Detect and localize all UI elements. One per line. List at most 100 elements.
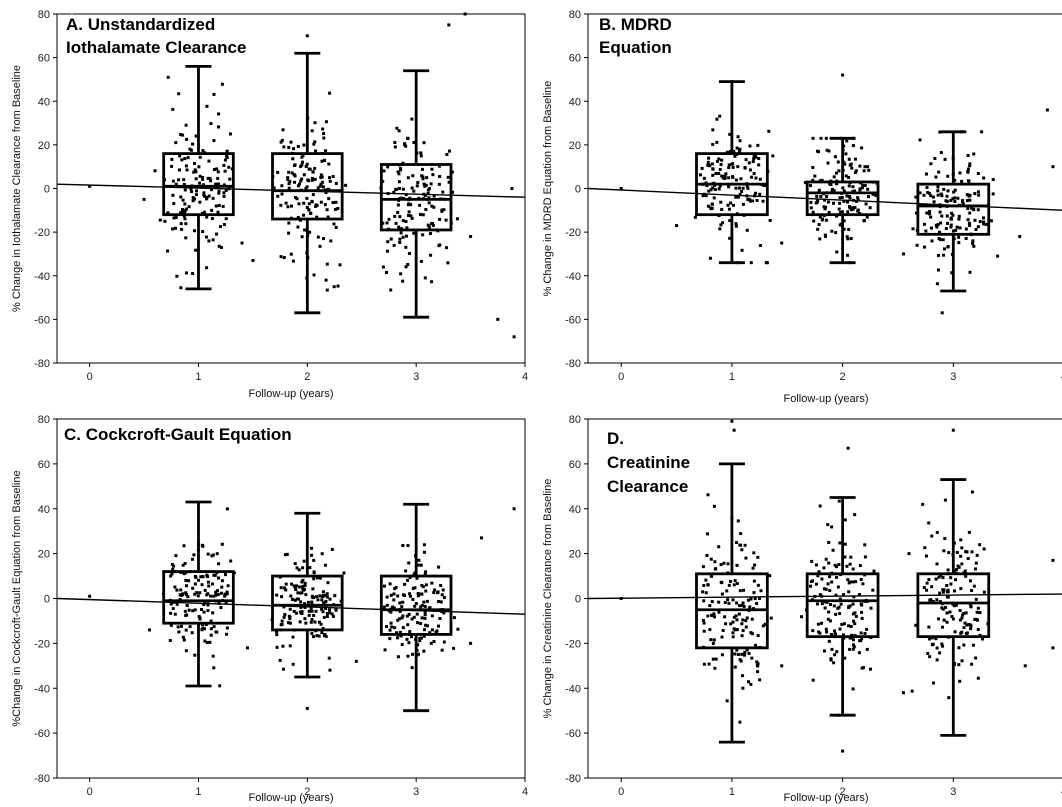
data-point bbox=[183, 562, 187, 566]
data-point bbox=[171, 107, 175, 111]
data-point bbox=[935, 225, 939, 229]
data-point bbox=[309, 606, 313, 610]
data-point bbox=[173, 585, 177, 589]
data-point bbox=[275, 633, 279, 637]
data-point bbox=[720, 592, 724, 596]
data-point bbox=[734, 614, 738, 618]
y-tick-label: -40 bbox=[565, 271, 581, 283]
data-point bbox=[422, 141, 426, 145]
data-point bbox=[756, 583, 760, 587]
data-point bbox=[304, 186, 308, 190]
data-point bbox=[185, 593, 189, 597]
data-point bbox=[415, 184, 419, 188]
data-point bbox=[177, 92, 181, 96]
data-point bbox=[279, 586, 283, 590]
data-point bbox=[305, 205, 309, 209]
data-point bbox=[832, 175, 836, 179]
data-point bbox=[953, 188, 957, 192]
data-point bbox=[822, 649, 826, 653]
data-point bbox=[748, 144, 752, 148]
data-point bbox=[851, 602, 855, 606]
data-point bbox=[216, 170, 220, 174]
data-point bbox=[198, 155, 202, 159]
data-point bbox=[185, 613, 189, 617]
data-point bbox=[826, 582, 830, 586]
data-point bbox=[88, 594, 92, 598]
data-point bbox=[949, 216, 953, 220]
data-point bbox=[938, 230, 942, 234]
data-point bbox=[279, 595, 283, 599]
data-point bbox=[228, 177, 232, 181]
data-point bbox=[287, 146, 291, 150]
data-point bbox=[858, 564, 862, 568]
data-point bbox=[741, 686, 745, 690]
data-point bbox=[334, 200, 338, 204]
data-point bbox=[860, 146, 864, 150]
data-point bbox=[324, 594, 328, 598]
data-point bbox=[203, 588, 207, 592]
data-point bbox=[206, 176, 210, 180]
data-point bbox=[183, 188, 187, 192]
data-point bbox=[300, 610, 304, 614]
data-point bbox=[321, 595, 325, 599]
data-point bbox=[423, 613, 427, 617]
data-point bbox=[965, 199, 969, 203]
data-point bbox=[707, 156, 711, 160]
data-point bbox=[954, 228, 958, 232]
data-point bbox=[418, 636, 422, 640]
data-point bbox=[733, 652, 737, 656]
data-point bbox=[735, 563, 739, 567]
data-point bbox=[956, 196, 960, 200]
data-point bbox=[935, 282, 939, 286]
data-point bbox=[720, 653, 724, 657]
data-point bbox=[408, 594, 412, 598]
data-point bbox=[397, 129, 401, 133]
data-point bbox=[245, 646, 249, 650]
data-point bbox=[388, 609, 392, 613]
data-point bbox=[408, 630, 412, 634]
data-point bbox=[858, 164, 862, 168]
data-point bbox=[314, 203, 318, 207]
data-point bbox=[959, 631, 963, 635]
data-point bbox=[830, 580, 834, 584]
data-point bbox=[320, 552, 324, 556]
data-point bbox=[744, 625, 748, 629]
data-point bbox=[923, 245, 927, 249]
data-point bbox=[299, 179, 303, 183]
data-point bbox=[422, 182, 426, 186]
data-point bbox=[930, 643, 934, 647]
data-point bbox=[712, 638, 716, 642]
data-point bbox=[972, 244, 976, 248]
data-point bbox=[711, 142, 715, 146]
data-point bbox=[323, 563, 327, 567]
data-point bbox=[731, 165, 735, 169]
data-point bbox=[803, 181, 807, 185]
data-point bbox=[383, 584, 387, 588]
data-point bbox=[950, 271, 954, 275]
data-point bbox=[732, 583, 736, 587]
data-point bbox=[193, 653, 197, 657]
data-point bbox=[768, 218, 772, 222]
data-point bbox=[849, 625, 853, 629]
data-point bbox=[753, 597, 757, 601]
data-point bbox=[331, 175, 335, 179]
data-point bbox=[828, 589, 832, 593]
data-point bbox=[702, 621, 706, 625]
data-point bbox=[428, 631, 432, 635]
data-point bbox=[300, 160, 304, 164]
x-axis-label: Follow-up (years) bbox=[784, 792, 869, 804]
data-point bbox=[817, 223, 821, 227]
data-point bbox=[279, 203, 283, 207]
data-point bbox=[738, 543, 742, 547]
data-point bbox=[293, 174, 297, 178]
data-point bbox=[700, 166, 704, 170]
data-point bbox=[811, 178, 815, 182]
data-point bbox=[982, 220, 986, 224]
data-point bbox=[212, 168, 216, 172]
data-point bbox=[401, 600, 405, 604]
data-point bbox=[208, 176, 212, 180]
data-point bbox=[404, 569, 408, 573]
data-point bbox=[976, 676, 980, 680]
data-point bbox=[446, 261, 450, 265]
data-point bbox=[715, 140, 719, 144]
